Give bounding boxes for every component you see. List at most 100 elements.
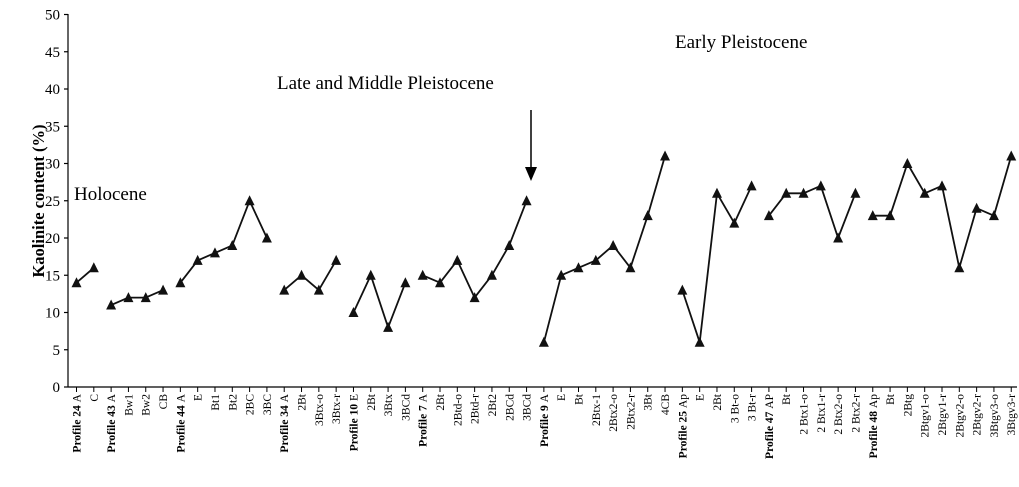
- y-tick-label: 25: [45, 194, 60, 210]
- y-ticks: 0 5 10 15 20 25 30 35 40 45 50: [45, 8, 68, 396]
- horizon-label: Bt: [573, 393, 585, 405]
- horizon-label: 2Btgv2-o: [954, 394, 966, 438]
- series: [71, 150, 1017, 347]
- axes: [67, 14, 1017, 388]
- y-tick-label: 40: [45, 82, 60, 98]
- y-tick-label: 45: [45, 45, 60, 61]
- horizon-label: 2Btx2-r: [625, 394, 637, 430]
- profile-label: Profile 7: [418, 402, 430, 447]
- data-point-marker: [833, 232, 844, 243]
- x-category-label: Profile 48 Ap: [868, 394, 880, 459]
- horizon-label: A: [418, 393, 430, 402]
- x-category-label: 2 Btx2-o: [833, 394, 845, 435]
- horizon-label: 4CB: [660, 394, 672, 415]
- data-point-marker: [521, 195, 532, 206]
- horizon-label: 3Btgv3-o: [989, 394, 1001, 438]
- data-point-marker: [140, 292, 151, 303]
- horizon-label: A: [539, 393, 551, 402]
- series-line: [681, 185, 753, 344]
- x-category-label: Bt: [885, 393, 897, 405]
- data-point-marker: [954, 262, 965, 273]
- data-point-marker: [746, 180, 757, 191]
- data-point-marker: [608, 239, 619, 250]
- horizon-label: 3BCd: [400, 394, 412, 421]
- data-point-marker: [538, 336, 549, 347]
- x-category-label: 2Btgv2-r: [972, 394, 984, 436]
- horizon-label: 2Btd-r: [470, 394, 482, 424]
- data-point-marker: [244, 195, 255, 206]
- x-category-label: 3 Bt-o: [729, 394, 741, 423]
- annotation-late-middle-pleistocene: Late and Middle Pleistocene: [277, 73, 494, 94]
- series-line: [352, 274, 407, 329]
- horizon-label: E: [556, 394, 568, 401]
- x-category-label: CB: [158, 394, 170, 410]
- horizon-label: 3Btgv3-r: [1006, 394, 1018, 436]
- x-category-label: Bt: [573, 393, 585, 405]
- y-tick-label: 0: [53, 380, 61, 396]
- y-tick-label: 15: [45, 268, 60, 284]
- y-tick-label: 5: [53, 343, 61, 359]
- x-category-label: 2 Btx1-o: [799, 394, 811, 435]
- series-line: [283, 259, 337, 292]
- horizon-label: C: [89, 394, 101, 402]
- data-point-marker: [729, 217, 740, 228]
- horizon-label: 2Bt: [435, 393, 447, 410]
- horizon-label: AP: [764, 394, 776, 409]
- x-category-label: 2BC: [245, 394, 257, 415]
- x-category-label: Profile 34 A: [279, 393, 291, 452]
- x-category-label: 2Bt: [297, 393, 309, 410]
- x-category-label: E: [695, 394, 707, 401]
- profile-label: Profile 24: [72, 402, 84, 452]
- data-point-marker: [331, 254, 342, 265]
- x-category-label: Profile 9 A: [539, 393, 551, 447]
- x-category-label: 3Btgv3-r: [1006, 394, 1018, 436]
- horizon-label: 2Bt: [712, 393, 724, 410]
- horizon-label: 3Bt: [643, 393, 655, 410]
- annotation-early-pleistocene: Early Pleistocene: [675, 32, 807, 53]
- y-tick-label: 30: [45, 157, 60, 173]
- data-point-marker: [452, 254, 463, 265]
- data-point-marker: [971, 202, 982, 213]
- data-point-marker: [711, 187, 722, 198]
- x-category-label: 2 Btx2-r: [850, 394, 862, 433]
- data-point-marker: [383, 321, 394, 332]
- data-point-marker: [279, 284, 290, 295]
- y-tick-label: 35: [45, 119, 60, 135]
- horizon-label: A: [106, 393, 118, 402]
- data-point-marker: [850, 187, 861, 198]
- horizon-label: 2Bt: [366, 393, 378, 410]
- horizon-label: 2 Btx2-r: [850, 394, 862, 433]
- profile-label: Profile 44: [175, 402, 187, 452]
- data-point-marker: [867, 210, 878, 221]
- series-line: [110, 289, 164, 306]
- x-category-label: 2Btd-r: [470, 394, 482, 424]
- data-point-marker: [798, 187, 809, 198]
- data-point-marker: [988, 210, 999, 221]
- data-point-marker: [590, 254, 601, 265]
- horizon-label: Bt2: [227, 394, 239, 411]
- x-category-label: Bw1: [123, 394, 135, 416]
- x-category-label: 3BCd: [522, 394, 534, 421]
- x-category-label: Profile 25 Ap: [677, 394, 689, 459]
- x-category-label: 2Btx2-r: [625, 394, 637, 430]
- data-point-marker: [261, 232, 272, 243]
- data-point-marker: [88, 262, 99, 273]
- series-line: [543, 155, 666, 343]
- horizon-label: E: [695, 394, 707, 401]
- x-category-label: 2Bt: [366, 393, 378, 410]
- data-point-marker: [400, 277, 411, 288]
- y-tick-label: 50: [45, 8, 60, 24]
- horizon-label: 2Btg: [902, 394, 914, 417]
- profile-label: Profile 48: [868, 408, 880, 458]
- horizon-label: A: [279, 393, 291, 402]
- x-category-label: 3Bt: [643, 393, 655, 410]
- data-point-marker: [486, 269, 497, 280]
- data-point-marker: [313, 284, 324, 295]
- horizon-label: 3BCd: [522, 394, 534, 421]
- x-category-label: 2 Btx1-r: [816, 394, 828, 433]
- data-point-marker: [937, 180, 947, 191]
- horizon-label: Ap: [677, 394, 689, 408]
- data-point-marker: [365, 269, 376, 280]
- horizon-label: E: [193, 394, 205, 401]
- annotation-holocene: Holocene: [74, 184, 147, 205]
